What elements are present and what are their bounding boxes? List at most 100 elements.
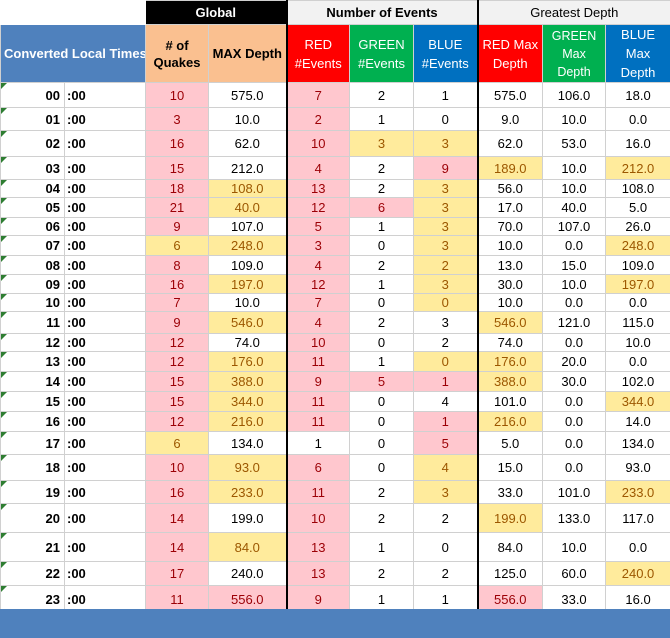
blue-events-cell[interactable]: 1 (413, 585, 479, 613)
green-max-depth-cell[interactable]: 107.0 (542, 217, 607, 236)
max-depth-cell[interactable]: 10.0 (207, 293, 288, 312)
blue-max-depth-cell[interactable]: 16.0 (605, 130, 670, 157)
max-depth-cell[interactable]: 62.0 (207, 130, 288, 157)
red-events-cell[interactable]: 2 (285, 107, 351, 131)
blue-max-depth-cell[interactable]: 0.0 (605, 532, 670, 562)
max-depth-cell[interactable]: 248.0 (207, 235, 288, 256)
blue-max-depth-cell[interactable]: 134.0 (605, 431, 670, 455)
green-events-cell[interactable]: 0 (349, 431, 415, 455)
green-events-cell[interactable]: 0 (349, 293, 415, 312)
hour-cell[interactable]: 18 (0, 454, 65, 481)
max-depth-cell[interactable]: 134.0 (207, 431, 288, 455)
red-max-depth-cell[interactable]: 575.0 (477, 82, 544, 108)
green-max-depth-cell[interactable]: 33.0 (542, 585, 607, 613)
red-max-depth-cell[interactable]: 10.0 (477, 293, 544, 312)
red-max-depth-cell[interactable]: 70.0 (477, 217, 544, 236)
green-events-cell[interactable]: 2 (349, 156, 415, 180)
blue-events-cell[interactable]: 3 (413, 235, 479, 256)
blue-max-depth-cell[interactable]: 26.0 (605, 217, 670, 236)
header-green-max-depth[interactable]: GREEN Max Depth (542, 24, 607, 83)
hour-cell[interactable]: 13 (0, 351, 65, 372)
minute-cell[interactable]: :00 (64, 130, 146, 157)
red-events-cell[interactable]: 4 (285, 311, 351, 334)
blue-max-depth-cell[interactable]: 344.0 (605, 391, 670, 412)
green-events-cell[interactable]: 0 (349, 411, 415, 432)
red-max-depth-cell[interactable]: 388.0 (477, 371, 544, 392)
green-events-cell[interactable]: 1 (349, 351, 415, 372)
green-max-depth-cell[interactable]: 0.0 (542, 431, 607, 455)
green-events-cell[interactable]: 2 (349, 480, 415, 504)
hour-cell[interactable]: 20 (0, 503, 65, 533)
max-depth-cell[interactable]: 10.0 (207, 107, 288, 131)
green-events-cell[interactable]: 1 (349, 107, 415, 131)
blue-max-depth-cell[interactable]: 240.0 (605, 561, 670, 586)
quakes-cell[interactable]: 6 (145, 235, 209, 256)
red-events-cell[interactable]: 11 (285, 411, 351, 432)
blue-events-cell[interactable]: 0 (413, 293, 479, 312)
quakes-cell[interactable]: 12 (145, 411, 209, 432)
red-events-cell[interactable]: 4 (285, 255, 351, 275)
header-max-depth[interactable]: MAX Depth (207, 24, 288, 83)
red-max-depth-cell[interactable]: 216.0 (477, 411, 544, 432)
red-events-cell[interactable]: 10 (285, 333, 351, 352)
header-converted-local-times[interactable]: Converted Local Times (0, 24, 146, 83)
blue-events-cell[interactable]: 3 (413, 179, 479, 198)
header-blue-events[interactable]: BLUE #Events (413, 24, 479, 83)
hour-cell[interactable]: 15 (0, 391, 65, 412)
blue-max-depth-cell[interactable]: 10.0 (605, 333, 670, 352)
red-max-depth-cell[interactable]: 125.0 (477, 561, 544, 586)
max-depth-cell[interactable]: 74.0 (207, 333, 288, 352)
quakes-cell[interactable]: 14 (145, 503, 209, 533)
max-depth-cell[interactable]: 216.0 (207, 411, 288, 432)
quakes-cell[interactable]: 9 (145, 311, 209, 334)
green-events-cell[interactable]: 3 (349, 130, 415, 157)
green-max-depth-cell[interactable]: 0.0 (542, 235, 607, 256)
quakes-cell[interactable]: 16 (145, 274, 209, 294)
green-events-cell[interactable]: 0 (349, 235, 415, 256)
green-events-cell[interactable]: 1 (349, 217, 415, 236)
minute-cell[interactable]: :00 (64, 311, 146, 334)
max-depth-cell[interactable]: 93.0 (207, 454, 288, 481)
blue-events-cell[interactable]: 9 (413, 156, 479, 180)
blue-events-cell[interactable]: 0 (413, 107, 479, 131)
max-depth-cell[interactable]: 212.0 (207, 156, 288, 180)
green-max-depth-cell[interactable]: 0.0 (542, 454, 607, 481)
blue-events-cell[interactable]: 2 (413, 255, 479, 275)
minute-cell[interactable]: :00 (64, 561, 146, 586)
quakes-cell[interactable]: 15 (145, 371, 209, 392)
group-global[interactable]: Global (144, 0, 288, 25)
red-max-depth-cell[interactable]: 546.0 (477, 311, 544, 334)
quakes-cell[interactable]: 7 (145, 293, 209, 312)
blue-max-depth-cell[interactable]: 0.0 (605, 293, 670, 312)
max-depth-cell[interactable]: 233.0 (207, 480, 288, 504)
max-depth-cell[interactable]: 40.0 (207, 197, 288, 218)
blue-events-cell[interactable]: 1 (413, 82, 479, 108)
red-max-depth-cell[interactable]: 199.0 (477, 503, 544, 533)
blue-events-cell[interactable]: 1 (413, 411, 479, 432)
hour-cell[interactable]: 06 (0, 217, 65, 236)
hour-cell[interactable]: 08 (0, 255, 65, 275)
blue-max-depth-cell[interactable]: 0.0 (605, 351, 670, 372)
blue-events-cell[interactable]: 0 (413, 532, 479, 562)
red-events-cell[interactable]: 10 (285, 130, 351, 157)
green-events-cell[interactable]: 2 (349, 561, 415, 586)
blue-max-depth-cell[interactable]: 14.0 (605, 411, 670, 432)
minute-cell[interactable]: :00 (64, 107, 146, 131)
quakes-cell[interactable]: 10 (145, 454, 209, 481)
quakes-cell[interactable]: 21 (145, 197, 209, 218)
blue-max-depth-cell[interactable]: 108.0 (605, 179, 670, 198)
minute-cell[interactable]: :00 (64, 454, 146, 481)
blue-max-depth-cell[interactable]: 0.0 (605, 107, 670, 131)
hour-cell[interactable]: 14 (0, 371, 65, 392)
minute-cell[interactable]: :00 (64, 293, 146, 312)
blue-events-cell[interactable]: 5 (413, 431, 479, 455)
red-max-depth-cell[interactable]: 13.0 (477, 255, 544, 275)
blue-events-cell[interactable]: 3 (413, 130, 479, 157)
red-max-depth-cell[interactable]: 74.0 (477, 333, 544, 352)
green-events-cell[interactable]: 2 (349, 179, 415, 198)
green-max-depth-cell[interactable]: 0.0 (542, 411, 607, 432)
green-max-depth-cell[interactable]: 0.0 (542, 293, 607, 312)
max-depth-cell[interactable]: 344.0 (207, 391, 288, 412)
hour-cell[interactable]: 01 (0, 107, 65, 131)
green-max-depth-cell[interactable]: 106.0 (542, 82, 607, 108)
